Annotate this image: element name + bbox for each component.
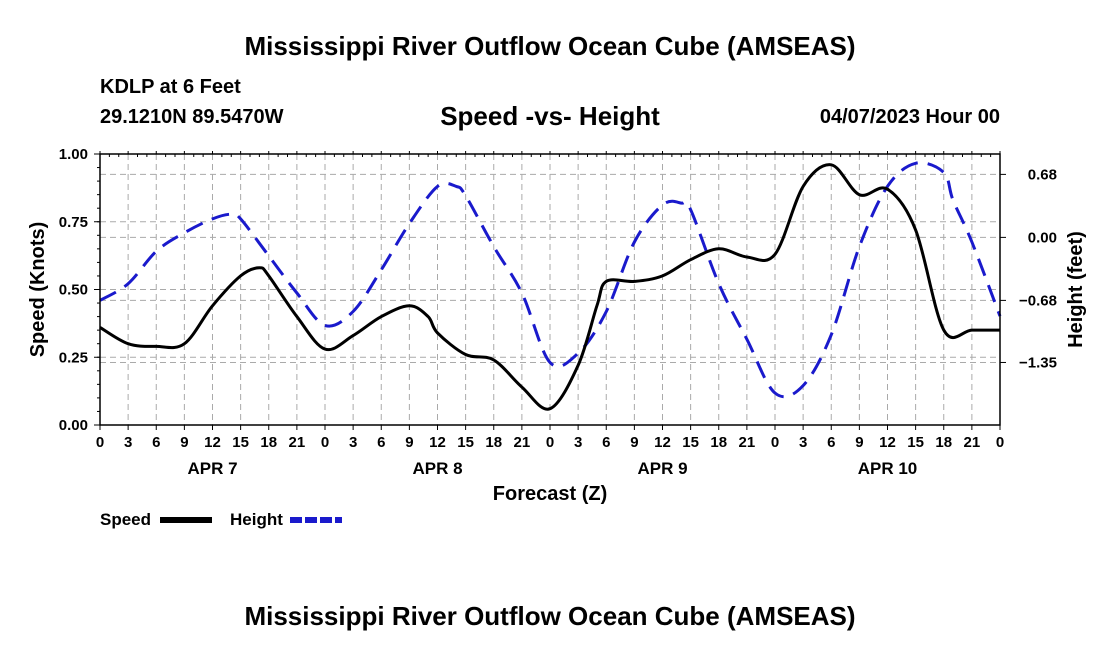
x-tick-label: 0: [321, 434, 329, 451]
x-tick-label: 6: [377, 434, 385, 451]
y2-tick-label: −1.35: [1019, 354, 1057, 371]
x-tick-label: 21: [964, 434, 981, 451]
x-tick-label: 3: [349, 434, 357, 451]
x-tick-label: 12: [654, 434, 671, 451]
x-tick-label: 0: [96, 434, 104, 451]
y-tick-label: 1.00: [59, 146, 88, 163]
x-tick-label: 6: [602, 434, 610, 451]
y-tick-label: 0.00: [59, 417, 88, 434]
x-axis-title: Forecast (Z): [493, 483, 607, 505]
day-label: APR 7: [187, 459, 237, 478]
x-tick-label: 18: [935, 434, 952, 451]
bottom-title: Mississippi River Outflow Ocean Cube (AM…: [244, 601, 856, 631]
series-line-height: [99, 161, 1002, 399]
legend-label-height: Height: [230, 510, 283, 529]
y-tick-label: 0.50: [59, 282, 88, 299]
legend: Speed Height: [100, 510, 342, 529]
day-label: APR 9: [637, 459, 687, 478]
x-tick-label: 9: [180, 434, 188, 451]
grid: [100, 154, 1000, 425]
x-tick-label: 9: [855, 434, 863, 451]
x-tick-label: 18: [260, 434, 277, 451]
x-tick-label: 18: [710, 434, 727, 451]
x-tick-label: 0: [546, 434, 554, 451]
station-label: KDLP at 6 Feet: [100, 76, 241, 98]
x-tick-label: 15: [457, 434, 474, 451]
y2-tick-label: −0.68: [1019, 292, 1057, 309]
x-tick-label: 6: [827, 434, 835, 451]
y2-tick-label: 0.00: [1028, 229, 1057, 246]
series-line-speed: [99, 163, 1000, 411]
forecast-datetime: 04/07/2023 Hour 00: [819, 106, 1000, 128]
axes: 0 3 6 9 12 15 18 21 0 3 6 9 12 15 18 21 0 3 6 9 12 15 18 21 0 3 6 9…: [59, 146, 1057, 478]
chart-subtitle: Speed -vs- Height: [440, 101, 660, 131]
station-coordinates: 29.1210N 89.5470W: [100, 106, 284, 128]
legend-label-speed: Speed: [100, 510, 151, 529]
x-tick-label: 18: [485, 434, 502, 451]
x-tick-label: 9: [630, 434, 638, 451]
y-axis-title: Speed (Knots): [27, 222, 49, 358]
x-tick-label: 0: [996, 434, 1004, 451]
x-tick-label: 9: [405, 434, 413, 451]
y2-axis-title: Height (feet): [1065, 231, 1087, 348]
x-tick-label: 12: [204, 434, 221, 451]
y-tick-label: 0.75: [59, 214, 88, 231]
x-tick-label: 21: [514, 434, 531, 451]
x-tick-label: 12: [429, 434, 446, 451]
x-tick-label: 3: [124, 434, 132, 451]
day-label: APR 10: [858, 459, 918, 478]
main-title: Mississippi River Outflow Ocean Cube (AM…: [244, 31, 856, 61]
x-tick-label: 21: [289, 434, 306, 451]
x-tick-label: 21: [739, 434, 756, 451]
x-tick-label: 15: [682, 434, 699, 451]
x-tick-label: 3: [574, 434, 582, 451]
day-label: APR 8: [412, 459, 462, 478]
x-tick-label: 15: [232, 434, 249, 451]
series-layer: [99, 161, 1002, 411]
x-tick-label: 3: [799, 434, 807, 451]
y-tick-label: 0.25: [59, 349, 88, 366]
x-tick-label: 6: [152, 434, 160, 451]
x-tick-label: 15: [907, 434, 924, 451]
y2-tick-label: 0.68: [1028, 166, 1057, 183]
x-tick-label: 12: [879, 434, 896, 451]
x-tick-label: 0: [771, 434, 779, 451]
